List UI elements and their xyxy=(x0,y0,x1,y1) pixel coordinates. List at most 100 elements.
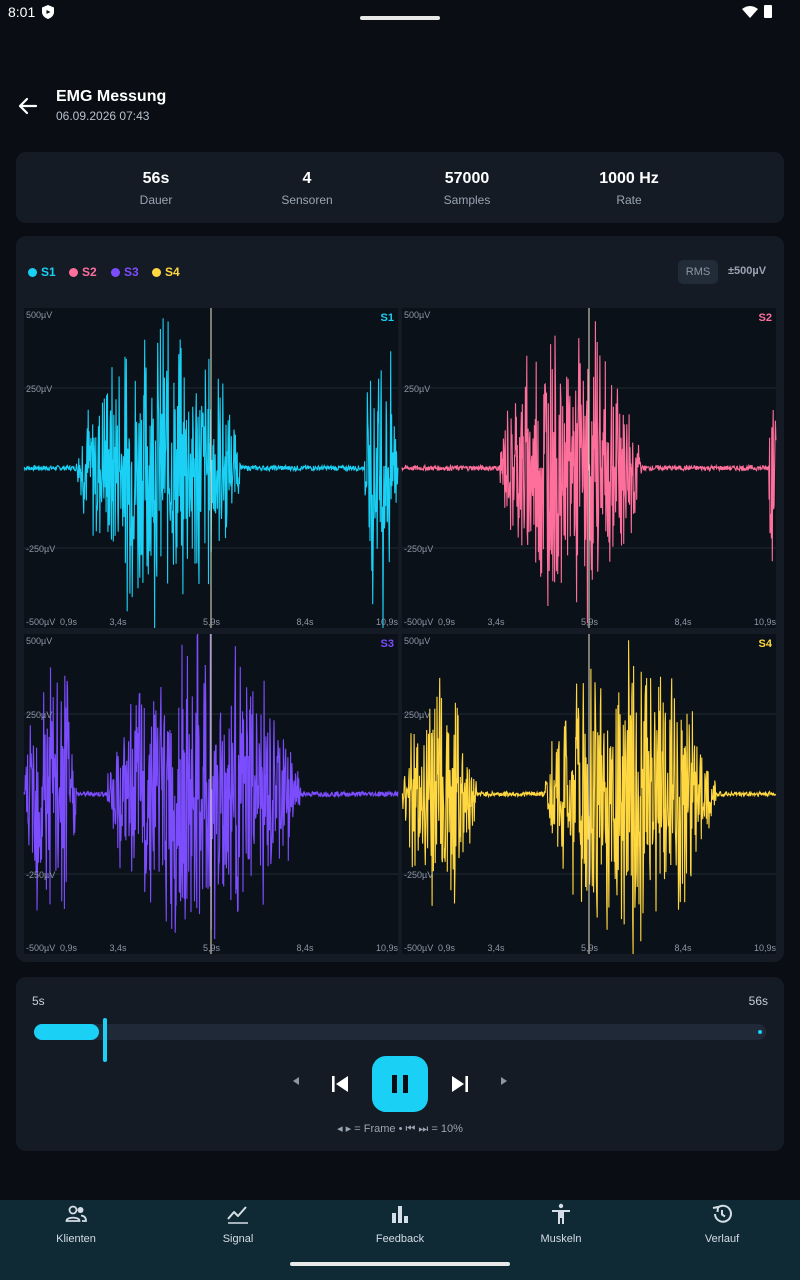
nav-item-feedback[interactable]: Feedback xyxy=(320,1200,480,1260)
x-tick-label: 5,9s xyxy=(581,617,599,627)
stat-label: Dauer xyxy=(139,193,173,207)
legend-dot xyxy=(69,268,78,277)
notch-pill xyxy=(360,16,440,20)
y-tick-label: -500µV xyxy=(26,617,55,627)
y-tick-label: -500µV xyxy=(404,943,433,953)
playback-slider[interactable] xyxy=(34,1018,766,1062)
y-tick-label: -250µV xyxy=(26,870,55,880)
x-tick-label: 8,4s xyxy=(297,943,315,953)
back-arrow-icon[interactable] xyxy=(14,92,42,120)
slider-end-dot xyxy=(758,1030,762,1034)
y-tick-label: 250µV xyxy=(26,384,52,394)
frame-back-icon[interactable] xyxy=(291,1076,301,1086)
x-tick-label: 8,4s xyxy=(675,943,693,953)
x-tick-label: 0,9s xyxy=(60,943,78,953)
legend-label: S2 xyxy=(82,265,97,279)
x-tick-label: 5,9s xyxy=(581,943,599,953)
y-tick-label: 250µV xyxy=(404,710,430,720)
x-tick-label: 5,9s xyxy=(203,617,221,627)
stat-rate: 1000 Hz Rate xyxy=(559,170,699,207)
nav-label: Muskeln xyxy=(540,1233,582,1245)
y-tick-label: 250µV xyxy=(404,384,430,394)
skip-forward-icon[interactable] xyxy=(450,1074,470,1094)
y-tick-label: -250µV xyxy=(404,870,433,880)
legend-item-s3[interactable]: S3 xyxy=(111,265,139,279)
nav-label: Klienten xyxy=(56,1233,96,1245)
y-tick-label: -250µV xyxy=(404,544,433,554)
playback-end-time: 56s xyxy=(748,994,768,1008)
pause-icon xyxy=(392,1075,408,1093)
legend-label: S1 xyxy=(41,265,56,279)
panel-label: S2 xyxy=(759,312,772,324)
range-selector[interactable]: ±500µV xyxy=(728,265,767,277)
stat-value: 1000 Hz xyxy=(599,170,659,187)
y-tick-label: 500µV xyxy=(26,310,52,320)
stat-value: 57000 xyxy=(444,170,490,187)
legend-dot xyxy=(28,268,37,277)
playback-handle[interactable] xyxy=(103,1018,108,1062)
nav-label: Signal xyxy=(222,1233,254,1245)
keyboard-hint: ◂ ▸ = Frame • ⏮ ⏭ = 10% xyxy=(337,1123,463,1135)
rms-toggle-button[interactable]: RMS xyxy=(678,260,718,284)
x-tick-label: 10,9s xyxy=(376,617,399,627)
app-bar: EMG Messung 06.09.2026 07:43 xyxy=(0,80,800,130)
wifi-icon xyxy=(742,6,758,18)
y-tick-label: -250µV xyxy=(26,544,55,554)
x-tick-label: 3,4s xyxy=(110,617,128,627)
x-tick-label: 3,4s xyxy=(488,943,506,953)
battery-icon xyxy=(764,5,772,18)
stats-card: 56s Dauer 4 Sensoren 57000 Samples 1000 … xyxy=(16,152,784,223)
history-icon xyxy=(712,1204,732,1223)
legend-item-s1[interactable]: S1 xyxy=(28,265,56,279)
panel-label: S4 xyxy=(759,638,773,650)
y-tick-label: 500µV xyxy=(404,310,430,320)
x-tick-label: 8,4s xyxy=(675,617,693,627)
x-tick-label: 8,4s xyxy=(297,617,315,627)
x-tick-label: 3,4s xyxy=(488,617,506,627)
shield-icon xyxy=(42,5,54,19)
emg-plots: 500µV 250µV -250µV -500µV 0,9s 3,4s 5,9s 8,4s 10… xyxy=(23,308,777,955)
legend-dot xyxy=(111,268,120,277)
emg-panel-s3: 500µV 250µV -250µV -500µV 0,9s 3,4s 5,9s 8,4s 10… xyxy=(23,633,399,954)
bottom-navigation: Klienten Signal Feedback Muskeln Verlauf xyxy=(0,1200,800,1280)
y-tick-label: 250µV xyxy=(26,710,52,720)
legend-item-s4[interactable]: S4 xyxy=(152,265,180,279)
emg-panel-s2: 500µV 250µV -250µV -500µV 0,9s 3,4s 5,9s 8,4s 10… xyxy=(401,308,777,628)
panel-label: S3 xyxy=(381,638,394,650)
x-tick-label: 0,9s xyxy=(60,617,78,627)
y-tick-label: -500µV xyxy=(26,943,55,953)
line-chart-icon xyxy=(227,1206,248,1224)
x-tick-label: 3,4s xyxy=(110,943,128,953)
frame-forward-icon[interactable] xyxy=(499,1076,509,1086)
pause-button[interactable] xyxy=(372,1056,428,1112)
emg-panel-s1: 500µV 250µV -250µV -500µV 0,9s 3,4s 5,9s 8,4s 10… xyxy=(23,308,399,629)
playback-progress xyxy=(34,1024,100,1040)
stat-label: Sensoren xyxy=(281,193,333,207)
nav-item-klienten[interactable]: Klienten xyxy=(0,1200,156,1260)
home-indicator xyxy=(290,1262,510,1266)
page-title: EMG Messung xyxy=(56,88,167,105)
skip-back-icon[interactable] xyxy=(330,1074,350,1094)
nav-label: Feedback xyxy=(375,1233,425,1245)
stat-samples: 57000 Samples xyxy=(397,170,537,207)
playback-card: 5s 56s ◂ ▸ = Frame • ⏮ ⏭ = 10% xyxy=(16,977,784,1151)
stat-value: 56s xyxy=(142,170,170,187)
legend-item-s2[interactable]: S2 xyxy=(69,265,97,279)
stat-value: 4 xyxy=(302,170,312,187)
status-time: 8:01 xyxy=(8,4,36,20)
nav-item-verlauf[interactable]: Verlauf xyxy=(642,1200,800,1260)
stat-label: Samples xyxy=(443,193,491,207)
stat-label: Rate xyxy=(616,193,642,207)
legend-dot xyxy=(152,268,161,277)
nav-item-signal[interactable]: Signal xyxy=(158,1200,318,1260)
x-tick-label: 5,9s xyxy=(203,943,221,953)
panel-label: S1 xyxy=(381,312,394,324)
stat-sensors: 4 Sensoren xyxy=(237,170,377,207)
nav-item-muskeln[interactable]: Muskeln xyxy=(481,1200,641,1260)
y-tick-label: 500µV xyxy=(404,636,430,646)
body-icon xyxy=(552,1203,570,1224)
x-tick-label: 10,9s xyxy=(754,943,777,953)
legend-label: S4 xyxy=(165,265,180,279)
status-bar: 8:01 xyxy=(0,0,800,26)
emg-panel-s4: 500µV 250µV -250µV -500µV 0,9s 3,4s 5,9s 8,4s 10… xyxy=(401,634,777,955)
